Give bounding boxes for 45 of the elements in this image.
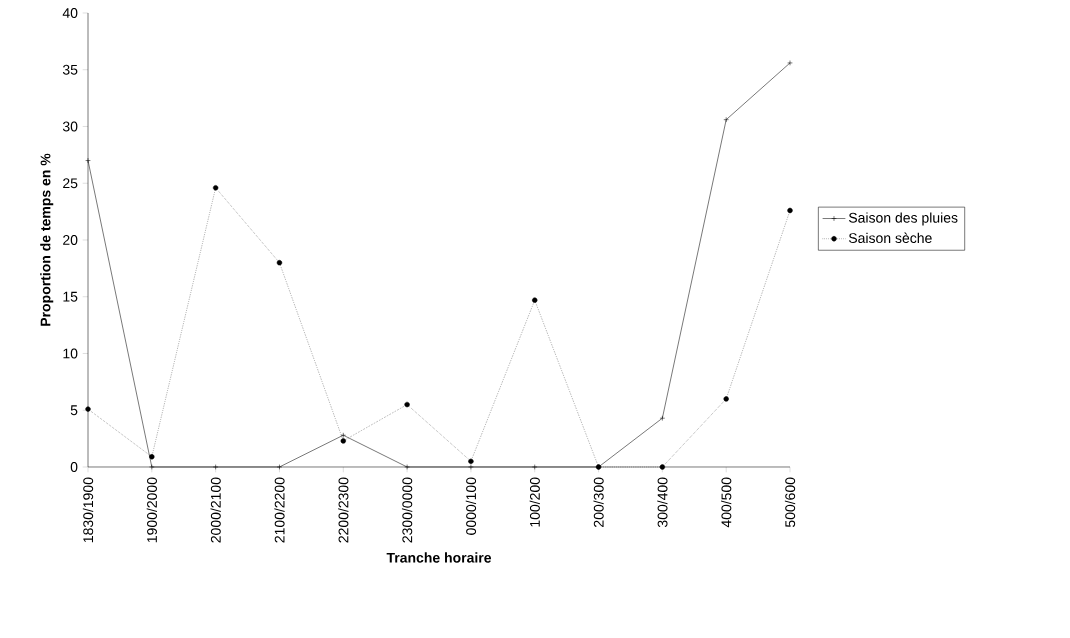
- y-tick-label: 10: [63, 348, 78, 359]
- point: [340, 438, 346, 444]
- point: [276, 464, 283, 470]
- y-tick-label: 15: [63, 291, 78, 302]
- y-tick-label: 0: [70, 462, 78, 472]
- point: [340, 432, 346, 438]
- point: [723, 117, 729, 123]
- y-axis-title: Proportion de temps en %: [40, 153, 54, 326]
- point: [723, 396, 729, 402]
- point: [468, 464, 474, 470]
- x-tick-label: 1900/2000: [146, 477, 157, 543]
- point: [85, 406, 91, 412]
- y-tick-label: 20: [63, 235, 78, 245]
- point: [149, 464, 155, 470]
- y-tick-label: 5: [70, 405, 78, 416]
- y-tick-label: 30: [62, 121, 78, 132]
- x-tick-label: 500/600: [784, 477, 796, 528]
- legend-label: Saison sèche: [848, 232, 932, 244]
- x-tick-label: 2300/0000: [401, 477, 413, 543]
- point: [212, 464, 219, 470]
- x-tick-label: 300/400: [657, 477, 668, 528]
- point: [276, 260, 283, 266]
- y-tick-label: 35: [62, 64, 78, 75]
- point: [404, 464, 410, 470]
- point: [532, 297, 538, 303]
- y-tick-label: 40: [62, 8, 78, 18]
- x-tick-label: 1830/1900: [82, 477, 94, 543]
- x-tick-label: 2200/2300: [338, 477, 349, 543]
- point: [787, 207, 793, 214]
- point: [212, 185, 219, 191]
- x-tick-label: 0000/100: [465, 477, 477, 535]
- point: [468, 458, 474, 464]
- point: [404, 401, 410, 408]
- point: [659, 415, 666, 421]
- x-tick-label: 2100/2200: [274, 477, 285, 543]
- x-tick-label: 2000/2100: [210, 477, 221, 543]
- x-tick-label: 200/300: [593, 477, 604, 527]
- x-axis-title: Tranche horaire: [386, 552, 492, 563]
- point: [659, 464, 666, 470]
- point: [532, 464, 538, 470]
- point: [149, 454, 155, 460]
- x-tick-label: 100/200: [529, 477, 540, 527]
- y-tick-label: 25: [63, 178, 78, 189]
- legend-label: Saison des pluies: [848, 212, 958, 226]
- x-tick-label: 400/500: [721, 477, 732, 528]
